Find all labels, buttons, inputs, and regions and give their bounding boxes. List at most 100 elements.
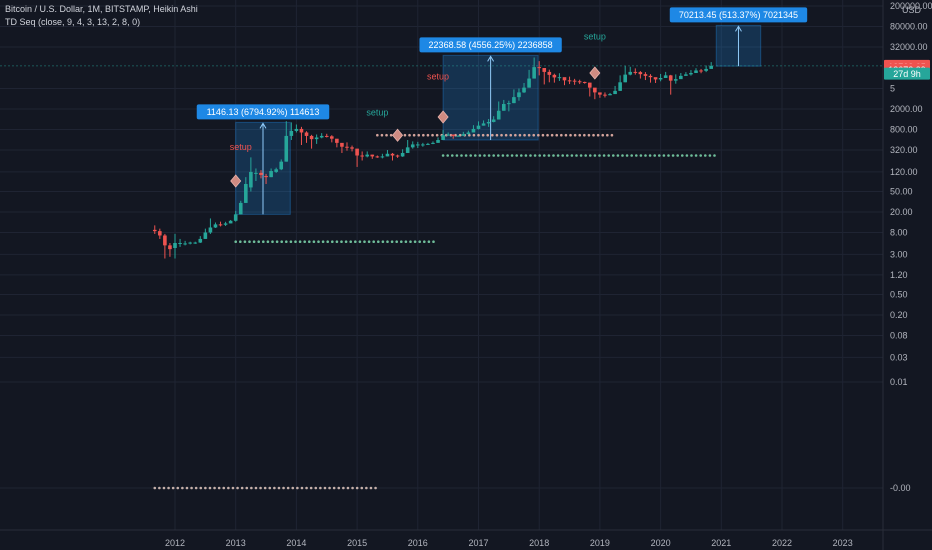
candle-body <box>264 176 268 178</box>
td-dot <box>252 240 256 244</box>
candle-body <box>648 75 653 78</box>
candle-body <box>567 80 572 82</box>
td-dot <box>243 240 247 244</box>
setup-label: setup <box>427 71 449 81</box>
td-dot <box>455 154 459 157</box>
td-dot <box>412 133 416 137</box>
td-dot <box>533 154 537 157</box>
price-axis-label: 0.01 <box>890 377 908 387</box>
td-dot <box>308 240 311 244</box>
td-dot <box>167 486 170 490</box>
td-dot <box>584 154 587 157</box>
td-dot <box>495 133 499 137</box>
candle-body <box>603 94 607 96</box>
td-dot <box>506 154 509 157</box>
candle-body <box>522 87 526 93</box>
td-dot <box>358 240 362 244</box>
td-dot <box>153 486 157 490</box>
candle-body <box>476 125 481 129</box>
td-dot <box>227 486 230 490</box>
td-dot <box>610 133 614 137</box>
candle-body <box>547 71 552 75</box>
candle-body <box>471 128 476 133</box>
td-dot <box>468 133 471 137</box>
td-dot <box>286 486 290 490</box>
td-dot <box>564 133 568 137</box>
td-dot <box>417 133 421 137</box>
td-dot <box>291 486 295 490</box>
td-dot <box>349 240 353 244</box>
time-axis-label: 2012 <box>165 538 185 548</box>
td-dot <box>273 486 276 490</box>
td-dot <box>556 154 560 157</box>
td-dot <box>217 486 221 490</box>
candle-body <box>416 144 420 146</box>
candle-body <box>421 144 425 146</box>
symbol-title[interactable]: Bitcoin / U.S. Dollar, 1M, BITSTAMP, Hei… <box>5 4 198 14</box>
td-dot <box>317 240 320 244</box>
candle-body <box>193 242 198 244</box>
study-legend[interactable]: TD Seq (close, 9, 4, 3, 13, 2, 8, 0) <box>5 17 141 27</box>
td-dot <box>181 486 184 490</box>
td-dot <box>282 486 285 490</box>
td-dot <box>277 486 281 490</box>
td-dot <box>602 154 606 157</box>
candle-body <box>709 65 713 69</box>
td-dot <box>588 154 592 157</box>
td-dot <box>583 133 586 137</box>
td-dot <box>248 240 251 244</box>
time-axis-label: 2022 <box>772 538 792 548</box>
candle-body <box>618 82 622 91</box>
candle-body <box>557 77 562 79</box>
setup-marker-icon <box>437 110 449 124</box>
td-dot <box>380 133 384 137</box>
td-dot <box>275 240 279 244</box>
candle-body <box>385 153 390 157</box>
td-dot <box>515 154 518 157</box>
td-dot <box>176 486 180 490</box>
td-dot <box>703 154 707 157</box>
td-dot <box>527 133 531 137</box>
td-dot <box>204 486 207 490</box>
td-dot <box>579 154 583 157</box>
td-dot <box>404 240 408 244</box>
td-dot <box>236 486 239 490</box>
td-dot <box>355 486 359 490</box>
candle-body <box>228 220 233 224</box>
td-dot <box>354 240 357 244</box>
td-dot <box>708 154 712 157</box>
td-dot <box>464 154 468 157</box>
candle-body <box>188 242 192 244</box>
candle-body <box>152 229 157 232</box>
price-axis-label: 200000.00 <box>890 1 932 11</box>
td-dot <box>213 486 216 490</box>
candle-body <box>507 103 511 105</box>
candle-body <box>355 148 359 156</box>
td-dot <box>547 154 551 157</box>
price-axis-label: 0.20 <box>890 310 908 320</box>
candle-body <box>694 70 698 74</box>
td-dot <box>519 154 523 157</box>
candle-body <box>269 171 273 178</box>
candle-body <box>178 243 182 245</box>
candle-body <box>319 135 324 138</box>
measure-label: 22368.58 (4556.25%) 2236858 <box>429 40 553 50</box>
candle-body <box>249 171 253 188</box>
td-dot <box>351 486 354 490</box>
price-axis-label: 0.50 <box>890 290 908 300</box>
td-dot <box>492 154 495 157</box>
candle-body <box>203 232 208 239</box>
td-dot <box>346 486 350 490</box>
td-dot <box>418 240 422 244</box>
td-dot <box>222 486 226 490</box>
price-axis-label: 0.08 <box>890 330 908 340</box>
td-dot <box>303 240 307 244</box>
td-dot <box>262 240 265 244</box>
candle-body <box>542 68 547 72</box>
td-dot <box>400 240 403 244</box>
candle-body <box>638 72 643 75</box>
td-dot <box>376 133 379 137</box>
setup-label: setup <box>230 142 252 152</box>
candle-body <box>314 137 319 140</box>
